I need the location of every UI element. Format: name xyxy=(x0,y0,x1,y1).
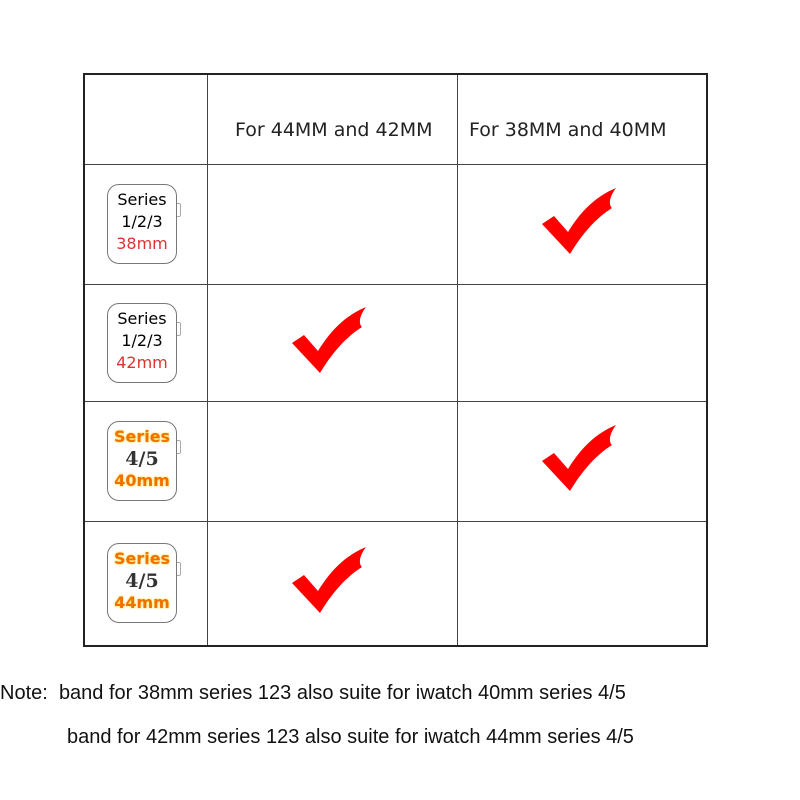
divider xyxy=(85,521,706,522)
watch-icon: Series 4/5 40mm xyxy=(107,421,181,501)
watch-icon: Series 1/2/3 38mm xyxy=(107,184,181,264)
header-38-40: For 38MM and 40MM xyxy=(469,119,667,141)
compatibility-table: For 44MM and 42MM For 38MM and 40MM Seri… xyxy=(83,73,708,647)
divider xyxy=(207,75,208,645)
divider xyxy=(85,401,706,402)
note-text-1: band for 38mm series 123 also suite for … xyxy=(58,682,626,704)
series-number: 4/5 xyxy=(125,570,159,592)
series-label: Series xyxy=(113,549,171,568)
checkmark-icon xyxy=(292,547,366,613)
size-label: 44mm xyxy=(114,593,170,612)
series-label: Series xyxy=(113,427,171,446)
header-44-42: For 44MM and 42MM xyxy=(235,119,433,141)
checkmark-icon xyxy=(542,188,616,254)
note-line-1: Note: band for 38mm series 123 also suit… xyxy=(0,682,626,705)
series-number: 1/2/3 xyxy=(121,330,163,350)
checkmark-icon xyxy=(542,425,616,491)
divider xyxy=(85,284,706,285)
note-label: Note: xyxy=(0,682,48,704)
size-label: 42mm xyxy=(116,352,168,372)
series-label: Series xyxy=(117,190,167,209)
size-label: 40mm xyxy=(114,471,170,490)
series-label: Series xyxy=(117,308,167,328)
divider xyxy=(85,164,706,165)
size-label: 38mm xyxy=(116,234,168,253)
checkmark-icon xyxy=(292,306,366,373)
series-number: 1/2/3 xyxy=(121,212,163,231)
divider xyxy=(457,75,458,645)
watch-icon: Series 1/2/3 42mm xyxy=(107,302,181,383)
watch-icon: Series 4/5 44mm xyxy=(107,543,181,623)
note-text-2: band for 42mm series 123 also suite for … xyxy=(67,726,634,748)
series-number: 4/5 xyxy=(125,448,159,470)
